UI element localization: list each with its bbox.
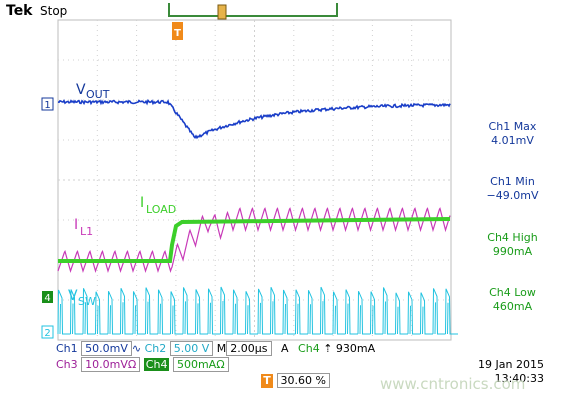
svg-text:2: 2 xyxy=(44,328,50,339)
trigger-position-readout: T 30.60 % xyxy=(261,373,330,388)
ch1-coupling-icon: ∿ xyxy=(131,342,142,355)
time-text: 13:40:33 xyxy=(494,372,544,385)
trigger-position-value[interactable]: 30.60 % xyxy=(276,373,330,388)
il1-label: I xyxy=(74,217,78,233)
vsw-label: V xyxy=(68,288,78,304)
readout-ch4-high-value: 990mA xyxy=(492,245,533,258)
ch1-scale[interactable]: 50.0mV xyxy=(81,341,132,356)
readout-ch1-max: Ch1 Max 4.01mV xyxy=(470,120,555,148)
readout-ch1-min-label: Ch1 Min xyxy=(490,175,535,188)
graticule-grid xyxy=(58,20,451,340)
settings-row-1: Ch1 50.0mV ∿ Ch2 5.00 V M 2.00µs A Ch4 ⇡ 9… xyxy=(56,341,376,356)
vsw-trace xyxy=(57,286,458,335)
trigger-source[interactable]: Ch4 xyxy=(298,342,320,355)
settings-row-2: Ch3 10.0mVΩ Ch4 500mAΩ xyxy=(56,357,229,372)
iload-label: I xyxy=(140,195,144,211)
svg-text:1: 1 xyxy=(44,100,50,111)
rising-edge-icon: ⇡ xyxy=(323,342,333,355)
readout-ch1-max-value: 4.01mV xyxy=(491,134,534,147)
readout-ch1-min: Ch1 Min −49.0mV xyxy=(470,175,555,203)
ch3-scale[interactable]: 10.0mVΩ xyxy=(81,357,141,372)
trigger-level[interactable]: 930mA xyxy=(335,342,376,355)
vout-trace xyxy=(57,98,451,140)
vsw-label-sub: SW xyxy=(78,295,96,308)
readout-ch4-high: Ch4 High 990mA xyxy=(470,231,555,259)
readout-ch4-low-value: 460mA xyxy=(492,300,533,313)
readout-ch4-low: Ch4 Low 460mA xyxy=(470,286,555,314)
ch2-scale[interactable]: 5.00 V xyxy=(169,341,214,356)
scope-header: Tek Stop xyxy=(0,0,563,22)
vout-label-sub: OUT xyxy=(86,88,110,101)
svg-text:4: 4 xyxy=(44,293,50,304)
ch4-scale[interactable]: 500mAΩ xyxy=(172,357,229,372)
ch1-ground-marker: 1 xyxy=(41,97,54,111)
trigger-point-indicator xyxy=(217,4,227,20)
ch3-label[interactable]: Ch3 xyxy=(56,358,78,371)
trigger-position-marker: T xyxy=(172,22,183,40)
ch1-label[interactable]: Ch1 xyxy=(56,342,78,355)
ch2-ground-marker: 2 xyxy=(41,325,54,339)
vout-label: V xyxy=(76,82,86,98)
il1-label-sub: L1 xyxy=(80,225,93,238)
readout-ch4-low-label: Ch4 Low xyxy=(489,286,536,299)
ch4-ground-marker: 4 xyxy=(42,291,53,304)
ch2-label[interactable]: Ch2 xyxy=(144,342,167,355)
timebase-label: M xyxy=(216,342,227,355)
date-text: 19 Jan 2015 xyxy=(478,358,544,371)
readout-ch1-max-label: Ch1 Max xyxy=(488,120,537,133)
acquisition-status: Stop xyxy=(40,4,68,18)
brand-logo: Tek xyxy=(6,3,33,19)
timebase-value[interactable]: 2.00µs xyxy=(226,341,272,356)
trigger-t-icon: T xyxy=(261,374,273,388)
iload-label-sub: LOAD xyxy=(146,203,176,216)
watermark-text: www.cntronics.com xyxy=(380,375,526,393)
svg-text:T: T xyxy=(174,28,181,39)
ch4-label[interactable]: Ch4 xyxy=(143,358,170,371)
iload-trace xyxy=(58,217,451,263)
readout-ch4-high-label: Ch4 High xyxy=(487,231,538,244)
trigger-mode: A xyxy=(281,342,289,355)
readout-ch1-min-value: −49.0mV xyxy=(486,189,539,202)
record-position-bar[interactable] xyxy=(168,3,338,17)
date-time: 19 Jan 2015 13:40:33 xyxy=(464,358,544,386)
